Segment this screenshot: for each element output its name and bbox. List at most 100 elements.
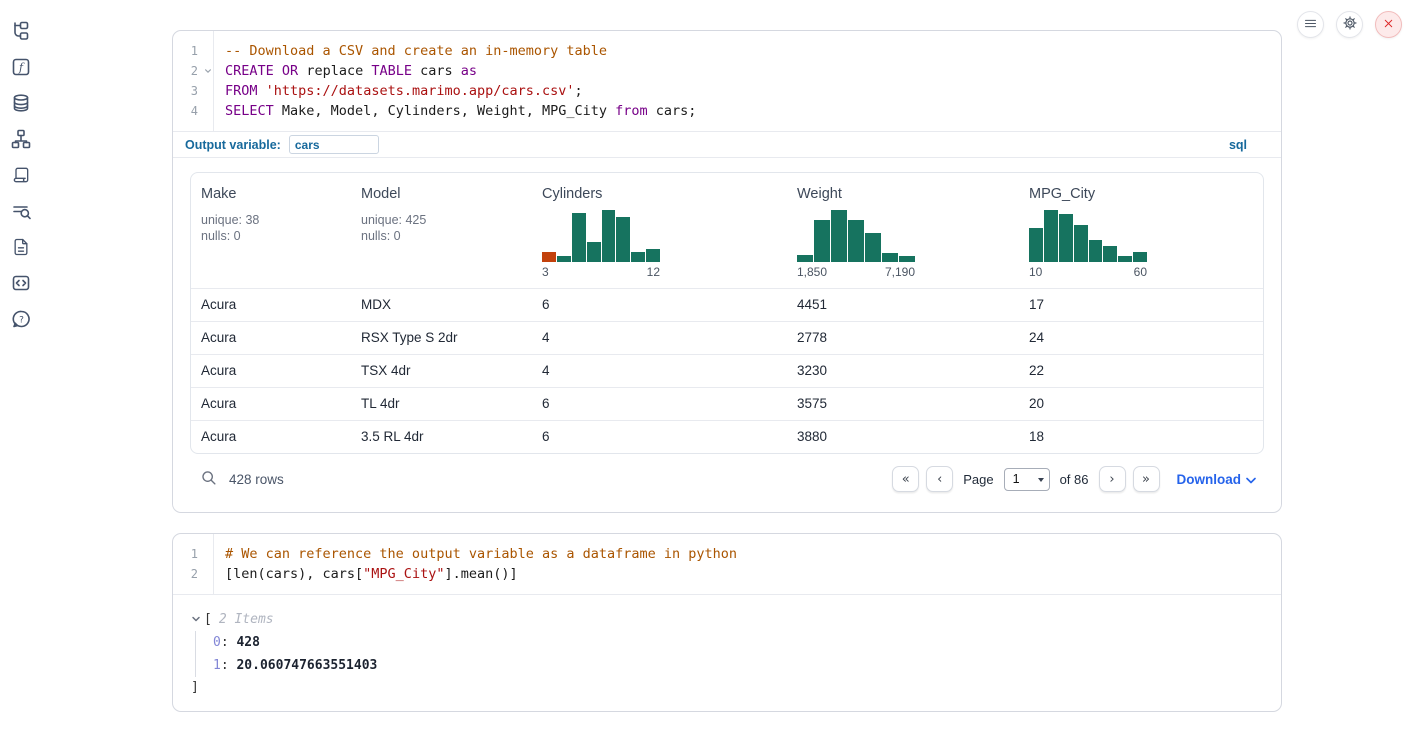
histogram-bar xyxy=(865,233,881,262)
output-variable-label: Output variable: xyxy=(185,137,281,152)
column-stats: unique: 425 nulls: 0 xyxy=(361,213,427,243)
code-lines: -- Download a CSV and create an in-memor… xyxy=(214,31,1281,131)
table-cell: 2778 xyxy=(797,330,828,345)
settings-button[interactable] xyxy=(1336,11,1363,38)
next-page-button[interactable]: › xyxy=(1098,466,1126,492)
first-page-button[interactable]: « xyxy=(892,466,920,492)
table-cell: 20 xyxy=(1029,396,1045,411)
gear-icon xyxy=(1342,15,1358,34)
histogram-bar xyxy=(542,252,556,262)
column-title: Weight xyxy=(797,186,842,202)
column-header-make[interactable]: Make unique: 38 nulls: 0 xyxy=(191,173,351,288)
column-histogram: 1,850 7,190 xyxy=(797,202,915,279)
histogram-max-label: 60 xyxy=(1133,265,1147,279)
histogram-bar xyxy=(1133,252,1147,262)
python-cell-output: [ 2 Items 0: 428 1: 20.060747663551403 ] xyxy=(173,595,1281,698)
table-cell: TSX 4dr xyxy=(361,363,411,378)
table-cell: 17 xyxy=(1029,297,1045,312)
column-title: Cylinders xyxy=(542,186,603,202)
histogram-bar xyxy=(571,213,586,262)
svg-text:?: ? xyxy=(19,315,24,325)
table-cell: 3.5 RL 4dr xyxy=(361,429,424,444)
download-button[interactable]: Download xyxy=(1177,472,1257,487)
table-body: Acura MDX 6 4451 17 Acura RSX Type S 2dr 4 2778 2… xyxy=(191,288,1263,453)
shutdown-button[interactable] xyxy=(1375,11,1402,38)
table-cell: 4 xyxy=(542,363,550,378)
output-variable-row: Output variable: sql xyxy=(173,131,1281,158)
sql-code-editor[interactable]: 1 2 3 4 -- Download a CSV and create an in-… xyxy=(173,31,1281,131)
download-label: Download xyxy=(1176,471,1242,487)
histogram-bar xyxy=(556,256,571,262)
histogram-bar xyxy=(1118,256,1133,262)
help-bubble-icon: ? xyxy=(11,309,31,332)
column-header-cylinders[interactable]: Cylinders 3 12 xyxy=(532,173,787,288)
histogram-bar xyxy=(1043,210,1058,262)
table-cell: Acura xyxy=(201,363,237,378)
output-variable-input[interactable] xyxy=(288,135,379,154)
line-number: 2 xyxy=(173,61,213,81)
code-line: SELECT Make, Model, Cylinders, Weight, M… xyxy=(225,103,697,119)
table-cell: Acura xyxy=(201,396,237,411)
table-cell: Acura xyxy=(201,297,237,312)
code-line: [len(cars), cars["MPG_City"].mean()] xyxy=(225,566,518,582)
hamburger-icon xyxy=(1303,16,1318,34)
sidebar-item-snippets[interactable] xyxy=(10,274,32,294)
close-bracket: ] xyxy=(191,680,199,695)
item-key: 0 xyxy=(213,635,221,650)
histogram-min-label: 1,850 xyxy=(797,265,828,279)
last-page-button[interactable]: » xyxy=(1132,466,1160,492)
line-number: 4 xyxy=(190,104,198,118)
line-number-gutter: 1 2 3 4 xyxy=(173,31,214,131)
histogram-bar xyxy=(1073,225,1088,262)
table-header-row: Make unique: 38 nulls: 0 Model unique: 425 nu… xyxy=(191,173,1263,288)
histogram-bar xyxy=(1029,228,1043,262)
table-row: Acura TL 4dr 6 3575 20 xyxy=(191,387,1263,420)
item-value: 20.060747663551403 xyxy=(236,658,378,673)
column-header-model[interactable]: Model unique: 425 nulls: 0 xyxy=(351,173,532,288)
page-select[interactable]: 1 xyxy=(1003,467,1050,491)
menu-button[interactable] xyxy=(1297,11,1324,38)
table-cell: 18 xyxy=(1029,429,1045,444)
column-header-weight[interactable]: Weight 1,850 7,190 xyxy=(787,173,1019,288)
language-badge: sql xyxy=(1228,137,1247,152)
table-cell: RSX Type S 2dr xyxy=(361,330,458,345)
sidebar-item-data-sources[interactable] xyxy=(10,93,32,114)
table-cell: 4451 xyxy=(797,297,828,312)
sidebar-item-documentation[interactable] xyxy=(10,238,32,258)
search-button[interactable] xyxy=(200,469,217,489)
document-icon xyxy=(11,237,31,260)
table-row: Acura 3.5 RL 4dr 6 3880 18 xyxy=(191,420,1263,453)
output-list-header: [ 2 Items xyxy=(191,608,1281,630)
sidebar-item-variables[interactable]: f xyxy=(10,58,32,78)
code-line: CREATE OR replace TABLE cars as xyxy=(225,63,478,79)
file-tree-icon xyxy=(11,21,31,44)
table-cell: 6 xyxy=(542,429,550,444)
histogram-bar xyxy=(814,220,830,262)
table-cell: 24 xyxy=(1029,330,1045,345)
fold-chevron-icon[interactable] xyxy=(204,67,212,75)
table-cell: 6 xyxy=(542,396,550,411)
sidebar-item-logs[interactable] xyxy=(10,202,32,222)
histogram-bar xyxy=(631,252,646,262)
histogram-bar xyxy=(1103,246,1118,262)
histogram-max-label: 12 xyxy=(646,265,660,279)
histogram-bar xyxy=(616,217,631,262)
sidebar-item-scratchpad[interactable] xyxy=(10,166,32,186)
sidebar-item-file-explorer[interactable] xyxy=(10,21,32,44)
table-cell: Acura xyxy=(201,330,237,345)
previous-page-button[interactable]: ‹ xyxy=(926,466,954,492)
histogram-bar xyxy=(831,210,847,262)
pagination: « ‹ Page 1 of 86 › » Download xyxy=(892,466,1256,492)
sidebar-item-help[interactable]: ? xyxy=(10,310,32,330)
chevron-down-icon xyxy=(1246,472,1256,487)
page-total-label: of 86 xyxy=(1059,471,1089,487)
output-list-item: 0: 428 xyxy=(213,635,260,650)
item-key: 1 xyxy=(213,658,221,673)
sidebar-item-dependency-graph[interactable] xyxy=(10,129,32,150)
histogram-bar xyxy=(1088,240,1103,262)
column-title: Model xyxy=(361,186,401,202)
column-header-mpg_city[interactable]: MPG_City 10 60 xyxy=(1019,173,1263,288)
collapse-chevron-icon[interactable] xyxy=(191,614,201,624)
